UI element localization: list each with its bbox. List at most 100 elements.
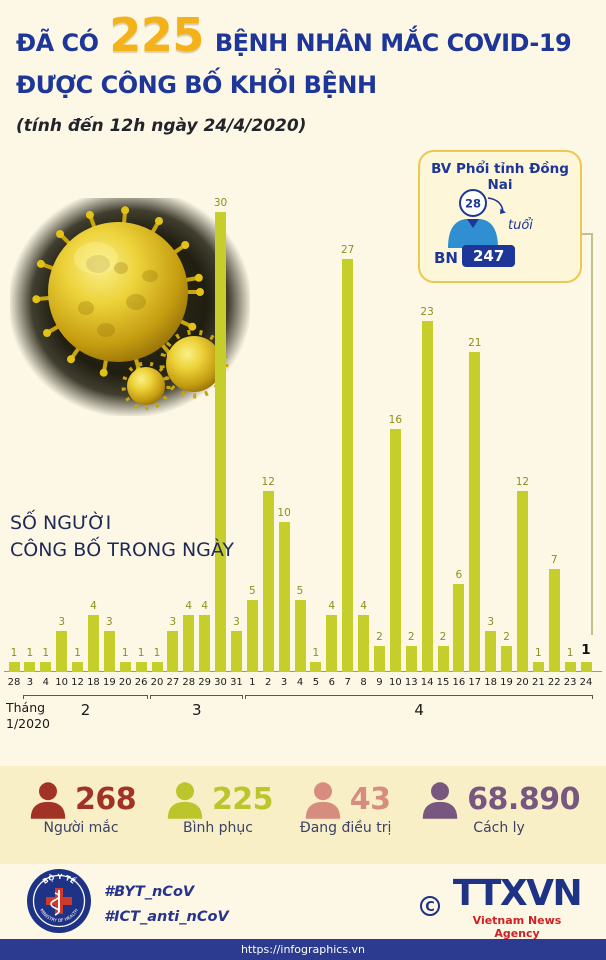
x-tick-label: 20	[150, 677, 164, 688]
age-unit-label: tuổi	[508, 218, 533, 233]
person-icon	[422, 782, 458, 819]
bar-value-label: 5	[296, 585, 304, 597]
bar	[516, 491, 528, 672]
title-count: 225	[109, 8, 204, 62]
svg-text:BỘ Y TẾ: BỘ Y TẾ	[41, 873, 78, 886]
bar	[310, 662, 322, 672]
bar-value-label: 1	[10, 647, 18, 659]
x-tick-label: 1	[249, 677, 256, 688]
x-tick-label: 28	[7, 677, 21, 688]
x-tick-label: 20	[516, 677, 529, 688]
bar-value-label: 1	[581, 642, 591, 658]
bar	[278, 522, 290, 672]
chart-label-line2: CÔNG BỐ TRONG NGÀY	[10, 538, 235, 561]
x-tick-label: 14	[420, 677, 434, 688]
stat-value: 68.890	[467, 782, 580, 817]
bar	[342, 259, 354, 672]
x-tick-label: 31	[230, 677, 243, 688]
bar-value-label: 2	[376, 631, 383, 643]
bar-value-label: 2	[503, 631, 510, 643]
bar-value-label: 27	[340, 244, 355, 256]
x-tick-label: 19	[500, 677, 513, 688]
bar	[358, 615, 370, 672]
bar-value-label: 1	[534, 647, 542, 659]
bar	[151, 662, 163, 672]
x-tick-label: 16	[452, 677, 466, 688]
bar	[389, 429, 401, 672]
bar-value-label: 5	[248, 585, 256, 597]
bar	[167, 631, 179, 672]
bar	[405, 646, 417, 672]
x-tick-label: 17	[468, 677, 482, 688]
x-tick-label: 4	[42, 677, 49, 688]
x-tick-label: 30	[214, 677, 227, 688]
x-tick-label: 21	[531, 677, 545, 688]
x-tick-label: 8	[360, 677, 367, 688]
x-tick-label: 3	[280, 677, 288, 688]
moh-logo-text-top: BỘ Y TẾ	[41, 873, 78, 886]
callout-connector-line	[578, 233, 592, 235]
bar	[501, 646, 513, 672]
stat-item: 268 Người mắc	[26, 780, 137, 836]
bar	[469, 352, 481, 672]
month-bracket	[22, 695, 149, 699]
month-label: 3	[191, 701, 202, 719]
virus-image	[32, 206, 229, 410]
bar	[532, 662, 544, 672]
hashtag: #ICT_anti_nCoV	[104, 909, 229, 926]
bar-value-label: 2	[407, 631, 415, 643]
bar	[87, 615, 99, 672]
x-tick-label: 26	[134, 677, 148, 688]
bar-value-label: 1	[42, 647, 50, 659]
patient-id-label: BN	[434, 249, 458, 267]
x-tick-label: 12	[71, 677, 84, 688]
stats-band: 268 Người mắc 225 Bình phục 43 Đang điều trị 6…	[0, 766, 606, 864]
copyright-icon: C	[420, 896, 440, 916]
bar-value-label: 1	[312, 647, 320, 659]
x-tick-label: 27	[166, 677, 180, 688]
bar-value-label: 6	[455, 569, 463, 581]
stat-item: 225 Bình phục	[163, 780, 274, 836]
bar	[437, 646, 449, 672]
month-label: 4	[414, 701, 424, 719]
x-tick-label: 19	[102, 677, 116, 688]
bar-value-label: 1	[121, 647, 129, 659]
x-tick-label: 29	[198, 677, 212, 688]
bar-value-label: 3	[58, 616, 65, 628]
x-tick-label: 23	[563, 677, 577, 688]
stat-label: Cách ly	[473, 820, 525, 836]
x-tick-label: 28	[182, 677, 196, 688]
agency-subtitle: Vietnam News Agency	[472, 914, 562, 940]
bar	[373, 646, 385, 672]
patient-callout-box: BV Phổi tỉnh Đồng Nai 28 tuổi BN 247	[418, 150, 582, 283]
agency-block: TTXVN Vietnam News Agency	[450, 873, 584, 941]
url-text: https://infographics.vn	[240, 943, 366, 956]
moh-logo: BỘ Y TẾ MINISTRY OF HEALTH	[27, 869, 91, 933]
bar-value-label: 4	[185, 600, 193, 612]
bar	[453, 584, 465, 672]
bar	[103, 631, 115, 672]
x-tick-label: 20	[118, 677, 132, 688]
url-bar: https://infographics.vn	[0, 939, 606, 960]
x-tick-label: 24	[579, 677, 593, 688]
hashtag: #BYT_nCoV	[104, 884, 195, 900]
bar	[24, 662, 36, 672]
x-tick-label: 7	[344, 677, 351, 688]
agency-logo: TTXVN	[452, 873, 583, 914]
bar-value-label: 1	[153, 647, 161, 659]
x-tick-label: 5	[312, 677, 320, 688]
bar-value-label: 3	[487, 616, 494, 628]
person-icon	[30, 782, 66, 819]
bar	[135, 662, 147, 672]
bar-value-label: 1	[26, 647, 34, 659]
month-bracket	[245, 695, 593, 699]
x-tick-label: 9	[376, 677, 383, 688]
hashtags: #BYT_nCoV #ICT_anti_nCoV	[104, 880, 229, 931]
bar-value-label: 16	[388, 414, 403, 426]
bar	[485, 631, 497, 672]
bar	[72, 662, 84, 672]
bar-value-label: 3	[169, 616, 177, 628]
chart-label-line1: SỐ NGƯỜI	[10, 512, 112, 534]
person-icon	[305, 782, 340, 819]
